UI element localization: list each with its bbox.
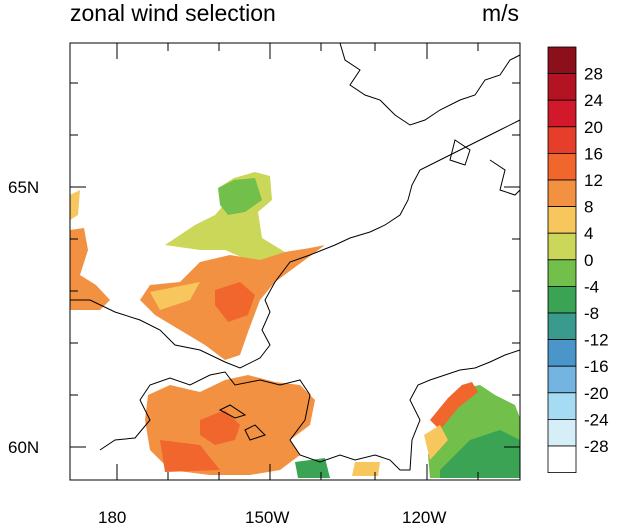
- colorbar-swatch: [547, 99, 577, 128]
- colorbar-label: -16: [584, 357, 609, 376]
- colorbar-label: -12: [584, 331, 609, 350]
- colorbar-swatch: [547, 392, 577, 420]
- colorbar-swatch: [547, 445, 577, 474]
- map-title: zonal wind selection: [70, 0, 276, 26]
- coastlines: [70, 42, 521, 471]
- map-ticks: [70, 43, 520, 480]
- colorbar-swatch: [547, 46, 577, 75]
- lon-label-120w: 120W: [402, 508, 447, 527]
- colorbar-label: 0: [584, 251, 593, 270]
- colorbar-swatch: [547, 259, 577, 287]
- colorbar-swatch: [547, 312, 577, 341]
- colorbar-label: -20: [584, 384, 609, 403]
- colorbar-label: -28: [584, 437, 609, 456]
- colorbar-swatch: [547, 179, 577, 208]
- colorbar-swatch: [547, 232, 577, 261]
- colorbar-label: 12: [584, 171, 603, 190]
- colorbar-swatch: [547, 152, 577, 181]
- colorbar-swatch: [547, 365, 577, 394]
- colorbar-label: -4: [584, 277, 599, 296]
- colorbar-swatch: [547, 418, 577, 447]
- colorbar-swatch: [547, 206, 577, 234]
- colorbar: 28 24 20 16 12 8 4 0 -4 -8 -12 -16 -20 -24 -28: [547, 46, 609, 474]
- colorbar-label: 16: [584, 144, 603, 163]
- colorbar-swatch: [547, 73, 577, 101]
- colorbar-label: 24: [584, 91, 603, 110]
- lon-label-180: 180: [98, 508, 127, 527]
- colorbar-label: 28: [584, 65, 603, 84]
- colorbar-swatch: [547, 285, 577, 314]
- lat-label-65n: 65N: [8, 178, 40, 197]
- colorbar-label: -8: [584, 304, 599, 323]
- lon-label-150w: 150W: [245, 508, 290, 527]
- units-label: m/s: [482, 0, 520, 26]
- wind-field: [70, 172, 520, 478]
- colorbar-label: 20: [584, 118, 603, 137]
- colorbar-label: 4: [584, 224, 593, 243]
- colorbar-label: 8: [584, 198, 593, 217]
- colorbar-swatch: [547, 339, 577, 367]
- colorbar-label: -24: [584, 410, 609, 429]
- map-frame: [69, 42, 521, 481]
- colorbar-swatch: [547, 126, 577, 154]
- lat-label-60n: 60N: [8, 438, 40, 457]
